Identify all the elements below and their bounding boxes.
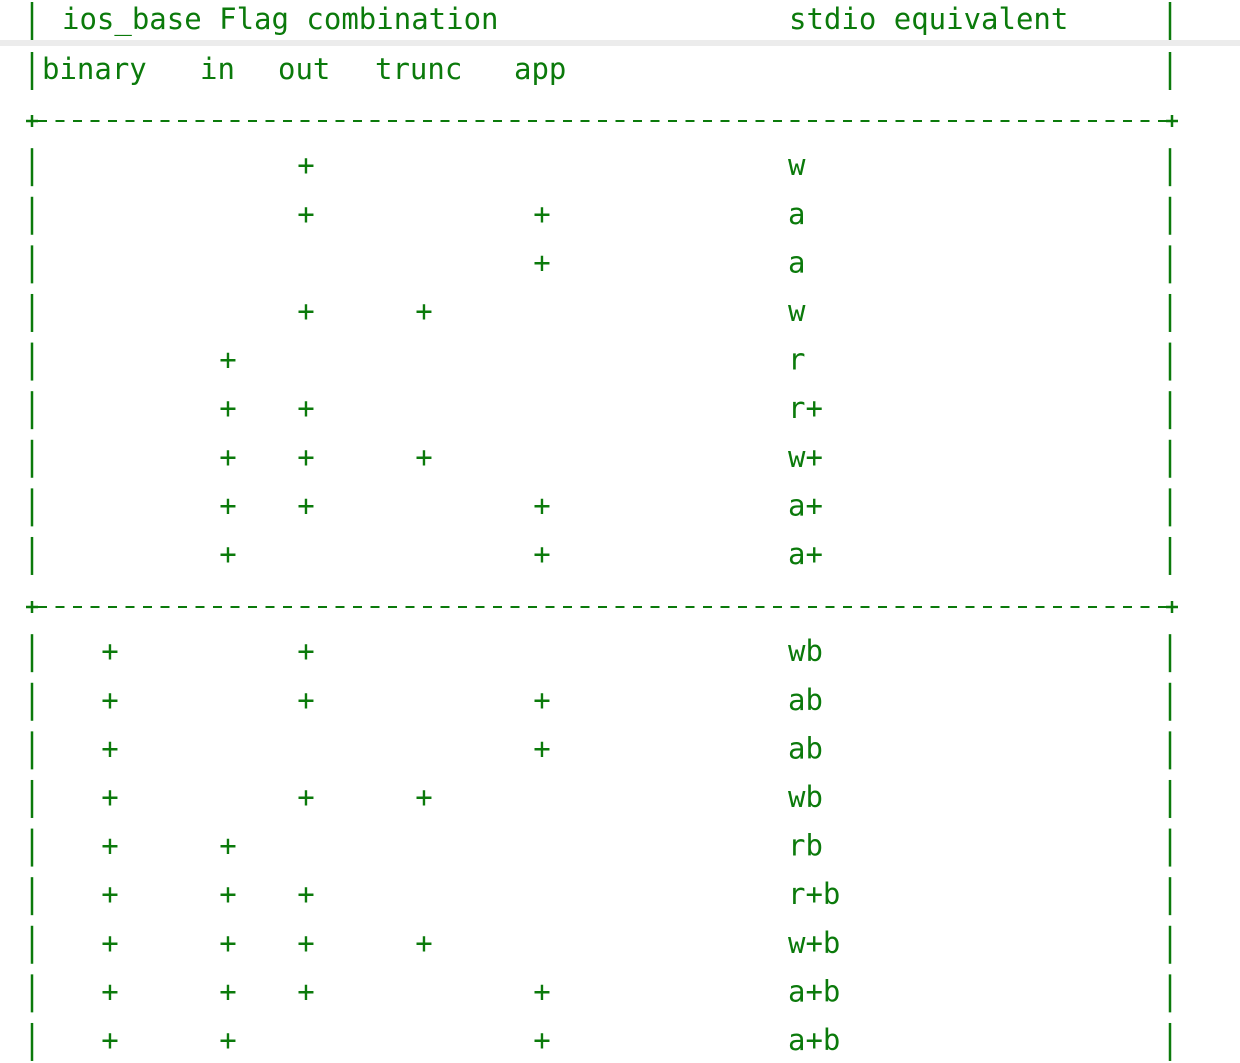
stdio-mode: a+ [788, 488, 823, 522]
flag-mark: + [533, 488, 550, 522]
flag-mark: + [297, 440, 314, 474]
flag-mark: + [415, 440, 432, 474]
flag-mark: + [297, 197, 314, 231]
table-title: ios_base Flag combination [62, 2, 499, 37]
flag-mark: + [297, 877, 314, 911]
flag-mark: + [219, 391, 236, 425]
flag-mark: + [101, 634, 118, 668]
flag-mark: + [297, 148, 314, 182]
flag-mark: + [101, 926, 118, 960]
flag-mark: + [101, 974, 118, 1008]
flag-mark: + [219, 877, 236, 911]
stdio-mode: ab [788, 683, 823, 717]
flag-mark: + [297, 926, 314, 960]
column-header: trunc [375, 52, 462, 86]
stdio-header: stdio equivalent [789, 2, 1068, 36]
flag-mark: + [297, 780, 314, 814]
stdio-mode: r [788, 343, 805, 377]
flag-mark: + [101, 877, 118, 911]
flag-mark: + [219, 974, 236, 1008]
flag-mark: + [533, 974, 550, 1008]
flag-mark: + [415, 926, 432, 960]
flag-mark: + [219, 1023, 236, 1057]
flag-mark: + [297, 634, 314, 668]
stdio-mode: a [788, 245, 805, 279]
flag-mark: + [219, 537, 236, 571]
flag-mark: + [415, 294, 432, 328]
flag-mark: + [101, 1023, 118, 1057]
stdio-mode: wb [788, 780, 823, 814]
flag-mark: + [297, 294, 314, 328]
flag-mark: + [533, 537, 550, 571]
stdio-mode: a [788, 197, 805, 231]
flag-mark: + [297, 488, 314, 522]
stdio-mode: a+ [788, 537, 823, 571]
flag-mark: + [415, 780, 432, 814]
stdio-mode: a+b [788, 974, 840, 1008]
flag-mark: + [219, 926, 236, 960]
stdio-mode: w+ [788, 440, 823, 474]
flag-mark: + [533, 197, 550, 231]
stdio-mode: wb [788, 634, 823, 668]
stdio-mode: w [788, 148, 806, 182]
column-header: in [200, 52, 235, 86]
flag-mark: + [533, 1023, 550, 1057]
column-header: app [514, 52, 566, 86]
flag-mark: + [297, 683, 314, 717]
flag-mark: + [533, 245, 550, 279]
flag-mark: + [101, 731, 118, 765]
stdio-mode: a+b [788, 1023, 840, 1057]
column-header: out [278, 52, 330, 86]
stdio-mode: w+b [788, 926, 840, 960]
stdio-mode: rb [788, 829, 823, 863]
flag-mark: + [219, 488, 236, 522]
flag-mark: + [297, 391, 314, 425]
flag-mark: + [101, 683, 118, 717]
stdio-mode: r+ [788, 391, 823, 425]
stdio-mode: r+b [788, 877, 840, 911]
flag-mark: + [219, 829, 236, 863]
flag-mark: + [101, 829, 118, 863]
flag-mark: + [101, 780, 118, 814]
flag-mark: + [533, 683, 550, 717]
column-header: binary [42, 52, 147, 86]
flag-mark: + [219, 440, 236, 474]
stdio-mode: ab [788, 731, 823, 765]
flag-mark: + [297, 974, 314, 1008]
stdio-mode: w [788, 294, 806, 328]
flag-mark: + [533, 731, 550, 765]
flag-mark: + [219, 343, 236, 377]
scroll-divider [0, 40, 1240, 46]
